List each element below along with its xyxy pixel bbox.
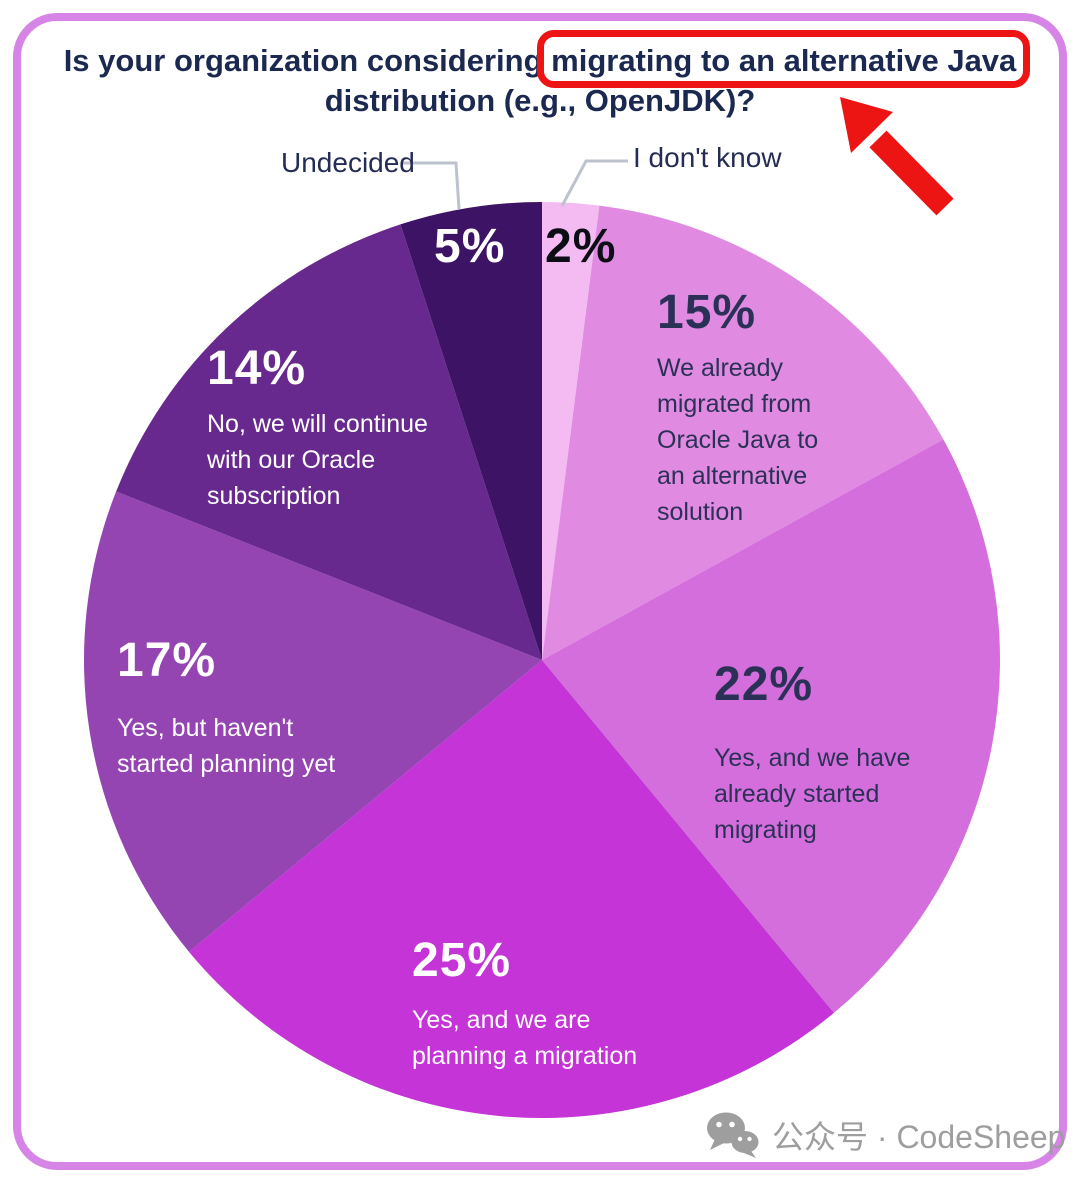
watermark-text: 公众号 · CodeSheep [772, 1119, 1066, 1155]
slice-label-continue-oracle: 14% No, we will continue with our Oracle… [207, 344, 445, 514]
slice-label-not-started-planning: 17% Yes, but haven't started planning ye… [117, 636, 369, 782]
chart-title-line1: Is your organization considering migrati… [0, 30, 1080, 88]
slice-pct-22: 22% [714, 658, 814, 711]
slice-label-undecided: 5% [434, 222, 505, 272]
slice-pct-2: 2% [545, 220, 617, 273]
slice-desc-17: Yes, but haven't started planning yet [117, 714, 336, 778]
slice-label-idontknow: 2% [545, 222, 616, 272]
pie-slice-14% [116, 224, 542, 661]
slice-pct-25: 25% [412, 934, 512, 987]
undecided-callout-line [403, 161, 461, 210]
idontknow-callout-label: I don't know [633, 142, 782, 173]
slice-label-started-migrating: 22% Yes, and we have already started mig… [714, 660, 929, 848]
slice-pct-17: 17% [117, 634, 217, 687]
slice-desc-25: Yes, and we are planning a migration [412, 1006, 638, 1070]
slice-desc-14: No, we will continue with our Oracle sub… [207, 410, 428, 510]
watermark: 公众号 · CodeSheep [706, 1112, 1065, 1158]
pie-slice-22% [542, 439, 1001, 1013]
chart-title-line2: distribution (e.g., OpenJDK)? [324, 83, 756, 118]
slice-pct-15: 15% [657, 286, 757, 339]
pie-slice-17% [83, 491, 542, 952]
pie-slice-5% [400, 202, 542, 660]
highlighted-phrase: migrating to an alternative Java [537, 30, 1031, 88]
undecided-callout-label: Undecided [281, 147, 415, 178]
slice-pct-14: 14% [207, 342, 307, 395]
slice-desc-22: Yes, and we have already started migrati… [714, 744, 911, 844]
pie-slice-2% [542, 202, 600, 660]
slice-label-already-migrated: 15% We already migrated from Oracle Java… [657, 288, 842, 530]
pie-slice-25% [189, 660, 834, 1119]
slice-desc-15: We already migrated from Oracle Java to … [657, 354, 819, 526]
pie-slice-15% [542, 205, 944, 661]
slice-pct-5: 5% [434, 220, 506, 273]
wechat-icon [707, 1112, 759, 1158]
idontknow-callout-line [560, 159, 628, 207]
slice-label-planning-migration: 25% Yes, and we are planning a migration [412, 936, 667, 1074]
chart-title: Is your organization considering migrati… [0, 30, 1080, 121]
